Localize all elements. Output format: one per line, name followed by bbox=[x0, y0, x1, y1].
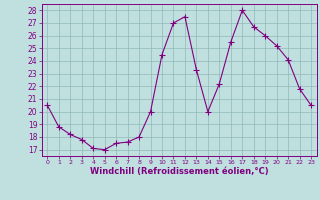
X-axis label: Windchill (Refroidissement éolien,°C): Windchill (Refroidissement éolien,°C) bbox=[90, 167, 268, 176]
